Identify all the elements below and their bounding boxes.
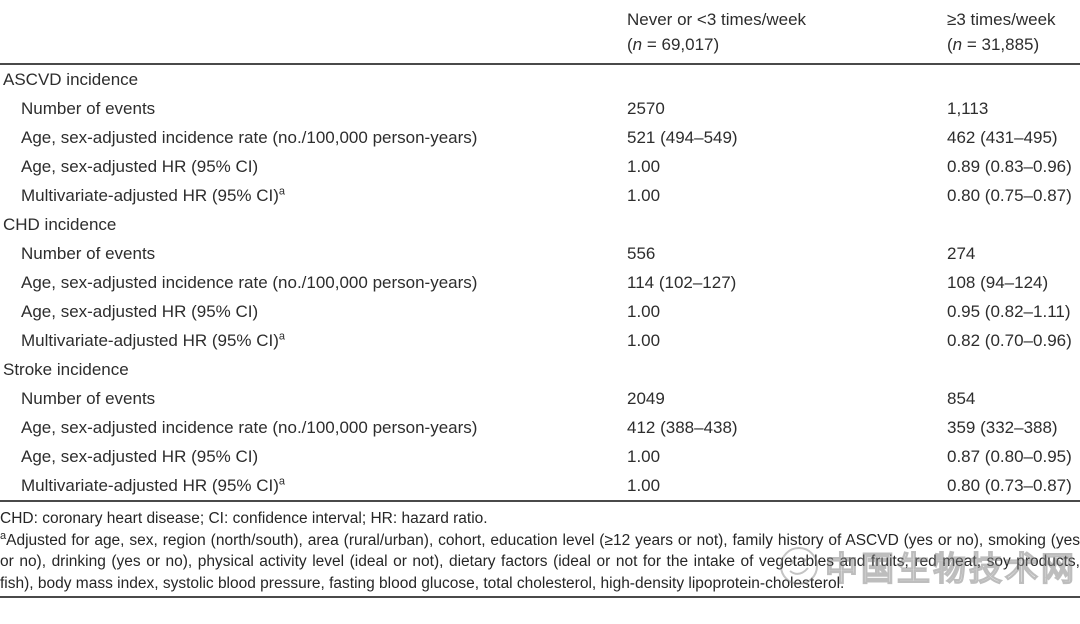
row-label: Number of events <box>21 98 156 118</box>
row-label: Multivariate-adjusted HR (95% CI)a <box>21 329 286 350</box>
table-row: Age, sex-adjusted HR (95% CI) 1.00 0.89 (0… <box>0 152 1080 181</box>
table-row: Number of events 2570 1,113 <box>0 94 1080 123</box>
footnote-marker-a: a <box>278 474 286 487</box>
section-label: ASCVD incidence <box>3 69 139 89</box>
value-cell-never-lt3: 1.00 <box>627 475 661 495</box>
value-cell-ge3: 0.82 (0.70–0.96) <box>947 330 1072 350</box>
value-cell <box>947 64 1080 94</box>
section-row: Stroke incidence <box>0 355 1080 384</box>
section-label: CHD incidence <box>3 214 117 234</box>
value-cell-ge3: 0.80 (0.73–0.87) <box>947 475 1072 495</box>
section-row: ASCVD incidence <box>0 64 1080 94</box>
table-row: Age, sex-adjusted HR (95% CI) 1.00 0.95 (0… <box>0 297 1080 326</box>
table-footnotes: CHD: coronary heart disease; CI: confide… <box>0 502 1080 598</box>
row-label-column-header <box>0 0 627 65</box>
footnote-marker-a: a <box>278 184 286 197</box>
value-cell <box>947 210 1080 239</box>
table-row: Multivariate-adjusted HR (95% CI)a 1.00 0.… <box>0 181 1080 210</box>
value-cell <box>947 355 1080 384</box>
column-header-never-lt3: Never or <3 times/week (n = 69,017) <box>627 0 947 65</box>
value-cell-never-lt3: 1.00 <box>627 301 661 321</box>
table-row: Multivariate-adjusted HR (95% CI)a 1.00 0.… <box>0 471 1080 501</box>
value-cell-never-lt3: 521 (494–549) <box>627 127 738 147</box>
row-label: Number of events <box>21 388 156 408</box>
header-row: Never or <3 times/week (n = 69,017) ≥3 t… <box>0 0 1080 65</box>
column-header-n: (n = 31,885) <box>947 35 1040 54</box>
table-row: Number of events 2049 854 <box>0 384 1080 413</box>
outcomes-table: Never or <3 times/week (n = 69,017) ≥3 t… <box>0 0 1080 501</box>
value-cell-never-lt3: 2049 <box>627 388 665 408</box>
value-cell-never-lt3: 1.00 <box>627 446 661 466</box>
value-cell-ge3: 0.87 (0.80–0.95) <box>947 446 1072 466</box>
row-label: Age, sex-adjusted incidence rate (no./10… <box>21 417 478 437</box>
value-cell-ge3: 1,113 <box>947 98 989 118</box>
value-cell-ge3: 359 (332–388) <box>947 417 1058 437</box>
abbreviations-note: CHD: coronary heart disease; CI: confide… <box>0 510 488 527</box>
value-cell-never-lt3: 114 (102–127) <box>627 272 737 292</box>
value-cell-never-lt3: 2570 <box>627 98 665 118</box>
value-cell-ge3: 108 (94–124) <box>947 272 1049 292</box>
table-row: Multivariate-adjusted HR (95% CI)a 1.00 0.… <box>0 326 1080 355</box>
row-label: Multivariate-adjusted HR (95% CI)a <box>21 474 286 495</box>
value-cell-never-lt3: 556 <box>627 243 656 263</box>
table-row: Age, sex-adjusted HR (95% CI) 1.00 0.87 (0… <box>0 442 1080 471</box>
value-cell-ge3: 854 <box>947 388 976 408</box>
column-header-line1: ≥3 times/week <box>947 10 1056 29</box>
value-cell-never-lt3: 1.00 <box>627 185 661 205</box>
section-row: CHD incidence <box>0 210 1080 239</box>
table-row: Number of events 556 274 <box>0 239 1080 268</box>
value-cell-never-lt3: 1.00 <box>627 330 661 350</box>
row-label: Age, sex-adjusted incidence rate (no./10… <box>21 127 478 147</box>
column-header-n: (n = 69,017) <box>627 35 720 54</box>
column-header-ge3: ≥3 times/week (n = 31,885) <box>947 0 1080 65</box>
section-label: Stroke incidence <box>3 359 129 379</box>
table-row: Age, sex-adjusted incidence rate (no./10… <box>0 123 1080 152</box>
row-label: Number of events <box>21 243 156 263</box>
value-cell-ge3: 274 <box>947 243 976 263</box>
value-cell <box>627 355 947 384</box>
row-label: Age, sex-adjusted HR (95% CI) <box>21 446 259 466</box>
value-cell <box>627 210 947 239</box>
footnote-marker-a: a <box>0 529 7 542</box>
footnote-marker-a: a <box>278 329 286 342</box>
value-cell-never-lt3: 412 (388–438) <box>627 417 738 437</box>
row-label: Age, sex-adjusted incidence rate (no./10… <box>21 272 478 292</box>
value-cell <box>627 64 947 94</box>
adjustment-note: aAdjusted for age, sex, region (north/so… <box>0 529 1080 592</box>
value-cell-ge3: 0.95 (0.82–1.11) <box>947 301 1071 321</box>
table-row: Age, sex-adjusted incidence rate (no./10… <box>0 413 1080 442</box>
column-header-line1: Never or <3 times/week <box>627 10 807 29</box>
row-label: Age, sex-adjusted HR (95% CI) <box>21 301 259 321</box>
value-cell-ge3: 462 (431–495) <box>947 127 1058 147</box>
table-header: Never or <3 times/week (n = 69,017) ≥3 t… <box>0 0 1080 65</box>
value-cell-never-lt3: 1.00 <box>627 156 661 176</box>
row-label: Multivariate-adjusted HR (95% CI)a <box>21 184 286 205</box>
value-cell-ge3: 0.80 (0.75–0.87) <box>947 185 1072 205</box>
value-cell-ge3: 0.89 (0.83–0.96) <box>947 156 1072 176</box>
table-row: Age, sex-adjusted incidence rate (no./10… <box>0 268 1080 297</box>
table-body: ASCVD incidence Number of events 2570 1,113… <box>0 64 1080 501</box>
row-label: Age, sex-adjusted HR (95% CI) <box>21 156 259 176</box>
